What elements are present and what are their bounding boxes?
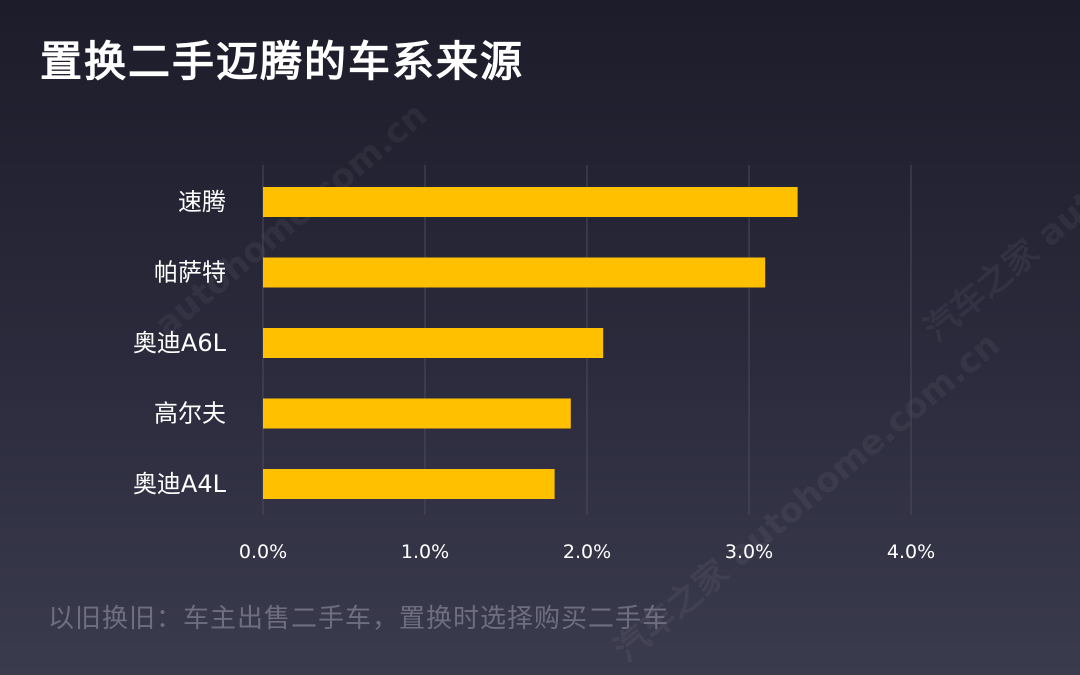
x-tick-label: 0.0% [239,541,287,563]
bar [263,469,555,499]
footnote: 以旧换旧：车主出售二手车，置换时选择购买二手车 [48,604,670,634]
category-label: 帕萨特 [154,259,226,287]
bar [263,257,766,288]
x-tick-label: 2.0% [563,541,611,563]
x-tick-label: 3.0% [725,541,773,563]
bar [263,398,571,429]
bar [263,328,604,358]
category-label: 奥迪A6L [133,329,227,357]
category-label: 速腾 [178,188,226,216]
category-label: 高尔夫 [154,400,226,428]
x-tick-label: 4.0% [887,541,935,563]
bar [263,187,798,217]
x-tick-label: 1.0% [401,541,449,563]
chart-title: 置换二手迈腾的车系来源 [40,37,525,86]
category-label: 奥迪A4L [133,470,227,498]
